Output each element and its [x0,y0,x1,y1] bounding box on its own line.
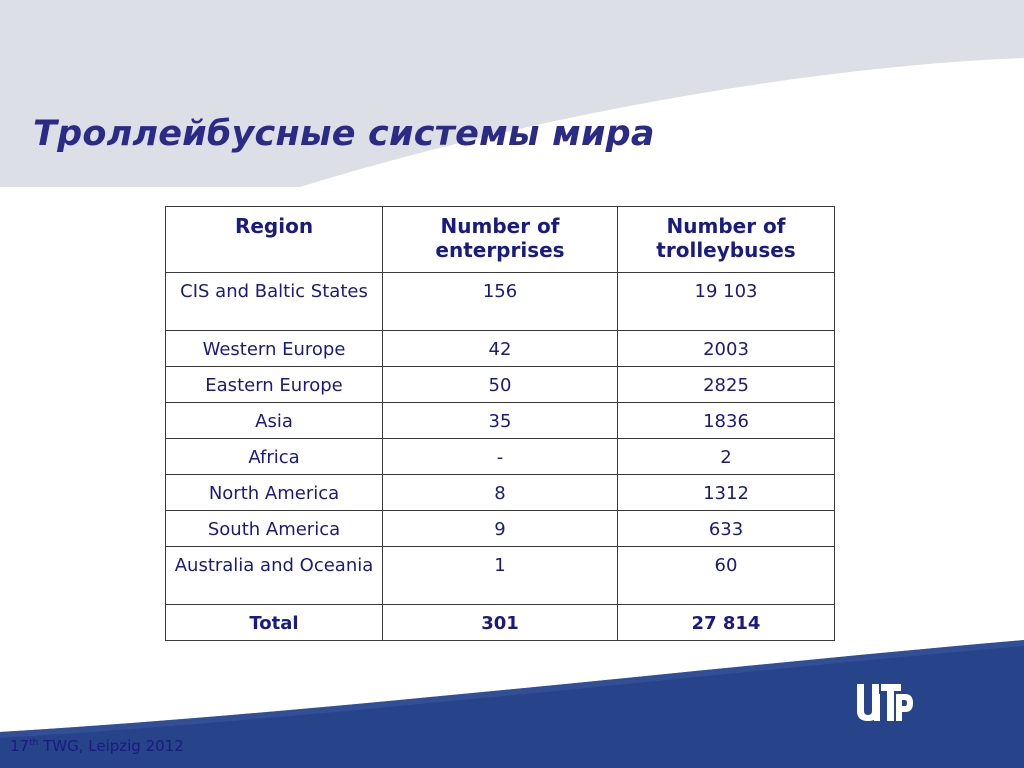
header-enterprises: Number of enterprises [382,206,618,273]
cell-enterprises: 156 [382,272,618,331]
table-row: Australia and Oceania 1 60 [165,546,835,605]
cell-enterprises: - [382,438,618,475]
total-trolleybuses: 27 814 [617,604,835,641]
cell-region: Asia [165,402,383,439]
cell-region: CIS and Baltic States [165,272,383,331]
cell-trolleybuses: 19 103 [617,272,835,331]
cell-enterprises: 8 [382,474,618,511]
cell-enterprises: 42 [382,330,618,367]
footer-ordinal-suffix: th [29,738,39,748]
table-row: Asia 35 1836 [165,402,835,439]
table-header-row: Region Number of enterprises Number of t… [165,206,835,273]
cell-trolleybuses: 633 [617,510,835,547]
cell-enterprises: 9 [382,510,618,547]
header-band [0,0,1024,187]
cell-trolleybuses: 1836 [617,402,835,439]
cell-region: Africa [165,438,383,475]
cell-trolleybuses: 2003 [617,330,835,367]
table-row: Western Europe 42 2003 [165,330,835,367]
cell-enterprises: 50 [382,366,618,403]
cell-enterprises: 35 [382,402,618,439]
cell-region: South America [165,510,383,547]
cell-region: North America [165,474,383,511]
table-row: Eastern Europe 50 2825 [165,366,835,403]
uitp-logo [857,684,913,721]
header-trolleybuses: Number of trolleybuses [617,206,835,273]
table-row: CIS and Baltic States 156 19 103 [165,272,835,331]
cell-region: Western Europe [165,330,383,367]
total-label: Total [165,604,383,641]
cell-trolleybuses: 2825 [617,366,835,403]
slide-title: Троллейбусные системы мира [33,114,655,154]
total-enterprises: 301 [382,604,618,641]
cell-region: Australia and Oceania [165,546,383,605]
cell-region: Eastern Europe [165,366,383,403]
table-row: South America 9 633 [165,510,835,547]
footer-edition: 17 [10,737,30,755]
trolleybus-systems-table: Region Number of enterprises Number of t… [165,206,835,641]
cell-trolleybuses: 1312 [617,474,835,511]
table-row: North America 8 1312 [165,474,835,511]
table-row: Africa - 2 [165,438,835,475]
header-region: Region [165,206,383,273]
table-total-row: Total 301 27 814 [165,604,835,641]
footer-band [0,640,1024,768]
footer-caption: 17th TWG, Leipzig 2012 [10,737,184,755]
footer-band-edge [0,640,1024,738]
cell-enterprises: 1 [382,546,618,605]
footer-event: TWG, Leipzig 2012 [38,737,184,755]
cell-trolleybuses: 60 [617,546,835,605]
cell-trolleybuses: 2 [617,438,835,475]
